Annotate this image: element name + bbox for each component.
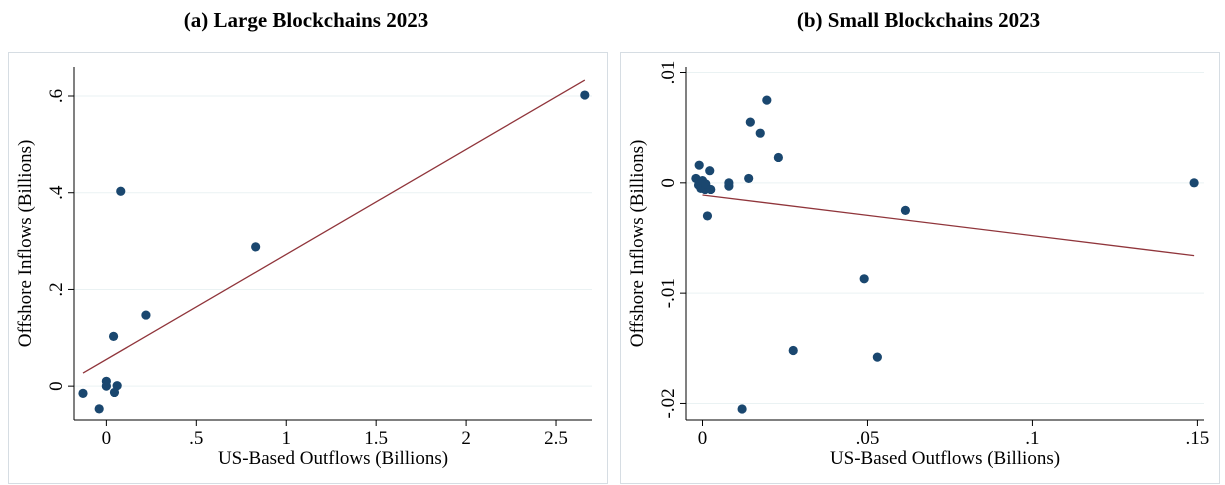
x-tick-label: .15	[1186, 428, 1210, 449]
data-point	[1189, 178, 1199, 188]
data-point	[116, 186, 126, 196]
x-tick-label: .1	[1025, 428, 1039, 449]
panel-large-blockchains: (a) Large Blockchains 2023 0 .2 .4 .6 .5 1 1.5…	[0, 0, 612, 485]
data-point	[251, 242, 261, 252]
data-point	[694, 160, 704, 170]
data-point	[706, 184, 716, 195]
scatter-plot-svg: -.02 -.01 0 .01 0 .05 .1 .15 US-Based Outflows (…	[627, 61, 1210, 469]
data-point	[773, 152, 783, 163]
data-point	[705, 166, 715, 176]
x-tick-label: 1.5	[364, 428, 388, 449]
data-point	[788, 345, 798, 356]
x-axis-label: US-Based Outflows (Billions)	[218, 448, 448, 469]
data-point	[112, 381, 122, 391]
panel-small-blockchains: (b) Small Blockchains 2023 -.02 -.01 0 .01 0…	[612, 0, 1225, 485]
data-point	[702, 211, 713, 221]
fitted-line	[82, 79, 586, 374]
x-tick-label: 2.5	[544, 428, 568, 449]
data-point	[762, 95, 772, 105]
y-tick-label: .2	[46, 282, 67, 296]
x-tick-label: 0	[698, 428, 708, 449]
y-tick-label: .01	[658, 61, 679, 85]
data-point	[872, 352, 882, 362]
plot-frame: -.02 -.01 0 .01 0 .05 .1 .15 US-Based Outflows (…	[620, 52, 1220, 484]
data-point	[859, 274, 869, 284]
chart-title: (a) Large Blockchains 2023	[183, 8, 429, 32]
data-point	[108, 331, 119, 341]
x-tick-label: .05	[856, 428, 880, 449]
data-point	[737, 404, 747, 414]
plot-frame: 0 .2 .4 .6 .5 1 1.5 2 2.5 0 US-Based Outflows (Bil…	[8, 52, 608, 484]
data-point	[580, 90, 590, 100]
x-tick-label: 0	[102, 428, 112, 449]
data-point	[744, 173, 754, 184]
y-tick-label: 0	[658, 178, 679, 188]
data-point	[724, 178, 734, 188]
data-point	[94, 404, 104, 414]
fitted-line	[702, 194, 1195, 257]
y-tick-label: .4	[46, 185, 67, 200]
chart-title: (b) Small Blockchains 2023	[796, 8, 1041, 32]
data-point	[755, 128, 765, 138]
data-point	[900, 205, 911, 216]
data-point	[745, 117, 755, 127]
x-tick-label: .5	[189, 428, 203, 449]
y-axis-label: Offshore Inflows (Billions)	[627, 140, 648, 348]
y-tick-label: -.01	[658, 278, 679, 308]
data-point	[101, 376, 111, 386]
scatter-plot-svg: 0 .2 .4 .6 .5 1 1.5 2 2.5 0 US-Based Outflows (Bil…	[15, 67, 592, 469]
y-tick-label: .6	[46, 89, 67, 103]
x-tick-label: 1	[281, 428, 291, 449]
data-point	[141, 310, 151, 320]
x-tick-label: 2	[461, 428, 471, 449]
y-axis-label: Offshore Inflows (Billions)	[15, 140, 36, 348]
x-axis-label: US-Based Outflows (Billions)	[830, 448, 1060, 469]
y-tick-label: 0	[46, 381, 67, 391]
data-point	[78, 388, 88, 399]
y-tick-label: -.02	[658, 388, 679, 418]
